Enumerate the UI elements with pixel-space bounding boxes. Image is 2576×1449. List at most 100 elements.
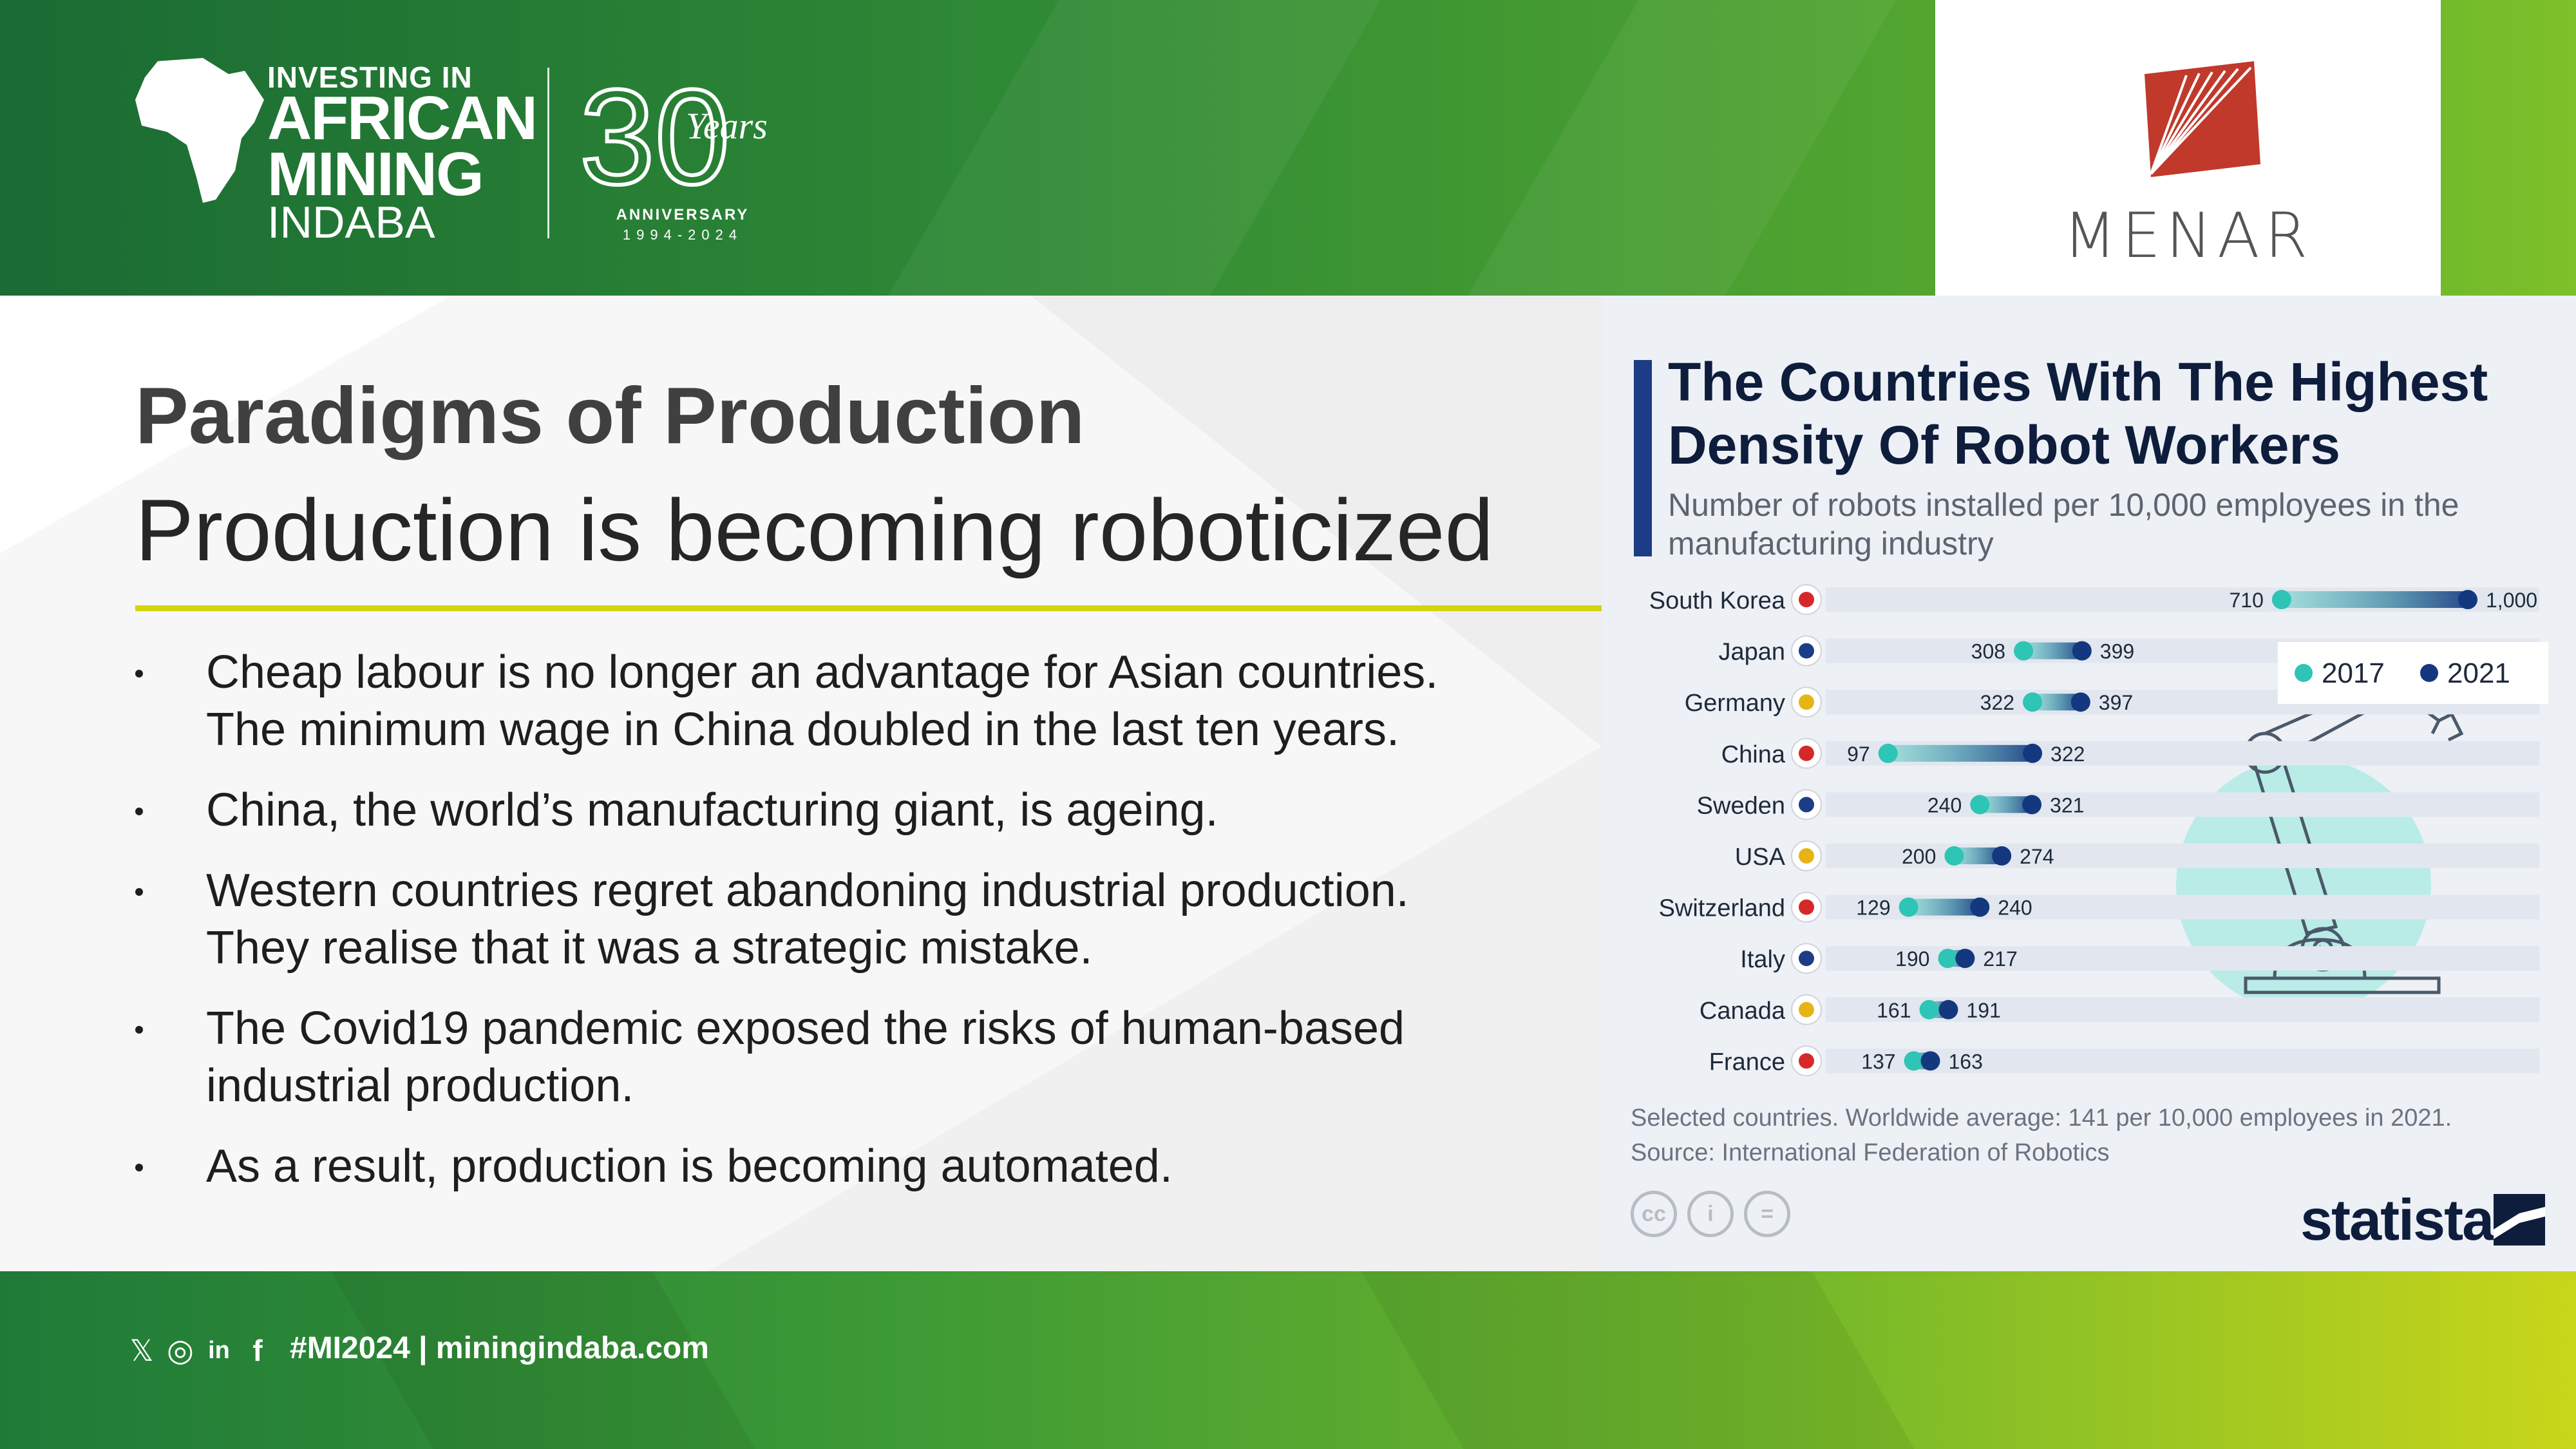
bullet-item: China, the world’s manufacturing giant, … xyxy=(129,782,1513,839)
chart-note-text: Selected countries. Worldwide average: 1… xyxy=(1631,1104,2452,1132)
dumbbell-bar xyxy=(2281,591,2468,608)
logo-line-1: INVESTING IN xyxy=(267,61,473,94)
anniversary-caption: ANNIVERSARY 1994-2024 xyxy=(580,206,786,243)
value-label-2017: 308 xyxy=(1971,640,2005,663)
no-derivatives-icon: = xyxy=(1744,1191,1790,1237)
row-track xyxy=(1826,1048,2539,1074)
anniversary-30-graphic: 30 Years xyxy=(580,64,768,200)
country-label: USA xyxy=(1735,844,1786,871)
value-label-2021: 274 xyxy=(2020,845,2054,868)
flag-mark xyxy=(1799,592,1814,607)
legend-dot-2017 xyxy=(2295,664,2313,682)
facebook-icon[interactable]: f xyxy=(252,1334,263,1367)
menar-logo-icon xyxy=(2145,61,2260,177)
dot-2021 xyxy=(1920,1051,1940,1071)
dot-2017 xyxy=(1899,897,1918,917)
social-icons: 𝕏 ◎ in f xyxy=(126,1332,280,1368)
bullet-text: As a result, production is becoming auto… xyxy=(206,1141,1173,1192)
value-label-2017: 190 xyxy=(1895,947,1929,971)
africa-map-icon xyxy=(135,58,264,203)
x-icon[interactable]: 𝕏 xyxy=(129,1334,154,1367)
logo-line-3: MINING xyxy=(267,139,484,209)
footer-banner: 𝕏 ◎ in f #MI2024 | miningindaba.com xyxy=(0,1271,2576,1449)
dumbbell-bar xyxy=(2023,642,2082,659)
value-label-2021: 1,000 xyxy=(2486,589,2537,612)
country-label: Italy xyxy=(1740,946,1785,973)
flag-mark xyxy=(1799,951,1814,967)
country-label: Sweden xyxy=(1697,792,1785,819)
anniversary-label: ANNIVERSARY xyxy=(616,206,750,223)
country-label: France xyxy=(1709,1048,1785,1075)
bullet-list: Cheap labour is no longer an advantage f… xyxy=(129,644,1513,1218)
dumbbell-bar xyxy=(1908,898,1980,916)
bullet-dot xyxy=(135,808,143,815)
slide-content-area xyxy=(0,296,1602,1271)
bullet-text: Cheap labour is no longer an advantage f… xyxy=(206,647,1439,755)
linkedin-icon[interactable]: in xyxy=(208,1336,230,1364)
country-label: Canada xyxy=(1700,998,1786,1025)
bullet-dot xyxy=(135,1026,143,1034)
country-label: China xyxy=(1721,741,1786,768)
statista-wordmark: statista xyxy=(2300,1188,2494,1253)
background-facets xyxy=(0,296,1602,1271)
dot-2017 xyxy=(1970,795,1990,815)
dot-2021 xyxy=(1938,999,1958,1019)
legend-label-2017: 2017 xyxy=(2322,658,2385,689)
bullet-dot xyxy=(135,888,143,896)
flag-mark xyxy=(1799,1001,1814,1018)
country-label: Switzerland xyxy=(1659,895,1785,922)
flag-mark xyxy=(1799,1053,1814,1069)
value-label-2017: 322 xyxy=(1980,691,2014,714)
dot-2021 xyxy=(1955,949,1975,969)
country-label: Germany xyxy=(1685,690,1785,717)
dumbbell-chart: South Korea 710 1,000 Japan 308 399 Germany 322… xyxy=(1649,584,2548,1077)
value-label-2021: 322 xyxy=(2050,743,2085,766)
dot-2017 xyxy=(1919,999,1939,1019)
value-label-2017: 137 xyxy=(1861,1050,1895,1073)
value-label-2021: 399 xyxy=(2100,640,2134,663)
heading-underline xyxy=(135,605,1602,611)
value-label-2017: 161 xyxy=(1877,999,1911,1022)
value-label-2021: 163 xyxy=(1949,1050,1983,1073)
value-label-2017: 97 xyxy=(1847,743,1870,766)
value-label-2017: 240 xyxy=(1927,793,1962,817)
dot-2021 xyxy=(1992,846,2012,866)
license-icons: cc i = xyxy=(1631,1191,1801,1237)
bullet-dot xyxy=(135,670,143,677)
country-label: Japan xyxy=(1718,639,1785,666)
instagram-icon[interactable]: ◎ xyxy=(167,1334,194,1368)
dot-2017 xyxy=(1878,743,1898,763)
bullet-item: As a result, production is becoming auto… xyxy=(129,1138,1513,1195)
country-label: South Korea xyxy=(1649,587,1786,614)
menar-wordmark: MENAR xyxy=(2063,200,2313,272)
flag-mark xyxy=(1799,745,1814,761)
dumbbell-bar xyxy=(1888,744,2033,762)
dot-2021 xyxy=(1970,897,1990,917)
partner-logo-box: MENAR xyxy=(1935,0,2441,296)
bullet-item: Western countries regret abandoning indu… xyxy=(129,862,1513,977)
statista-logo-icon xyxy=(2494,1194,2545,1245)
value-label-2017: 200 xyxy=(1902,845,1936,868)
dot-2017 xyxy=(1938,949,1958,969)
value-label-2021: 240 xyxy=(1998,896,2032,920)
flag-mark xyxy=(1799,797,1814,813)
bullet-item: Cheap labour is no longer an advantage f… xyxy=(129,644,1513,759)
dot-2017 xyxy=(1944,846,1964,866)
footer-hashtag-url[interactable]: #MI2024 | miningindaba.com xyxy=(290,1331,709,1365)
slide-subheading: Production is becoming roboticized xyxy=(135,481,1494,579)
header-banner: INVESTING IN AFRICAN MINING INDABA 30 Ye… xyxy=(0,0,2576,296)
dot-2021 xyxy=(2022,795,2042,815)
flag-mark xyxy=(1799,694,1814,710)
value-label-2021: 397 xyxy=(2099,691,2133,714)
flag-mark xyxy=(1799,643,1814,659)
row-track xyxy=(1826,792,2539,817)
chart-subtitle: Number of robots installed per 10,000 em… xyxy=(1668,487,2459,562)
chart-source-text: Source: International Federation of Robo… xyxy=(1631,1139,2110,1166)
header-facet xyxy=(1415,0,1934,296)
dot-2021 xyxy=(2070,692,2090,712)
dot-2017 xyxy=(1904,1051,1924,1071)
value-label-2021: 321 xyxy=(2050,793,2084,817)
bullet-text: China, the world’s manufacturing giant, … xyxy=(206,784,1218,836)
anniversary-years: 1994-2024 xyxy=(622,227,743,243)
logo-line-2: AFRICAN xyxy=(267,84,538,153)
